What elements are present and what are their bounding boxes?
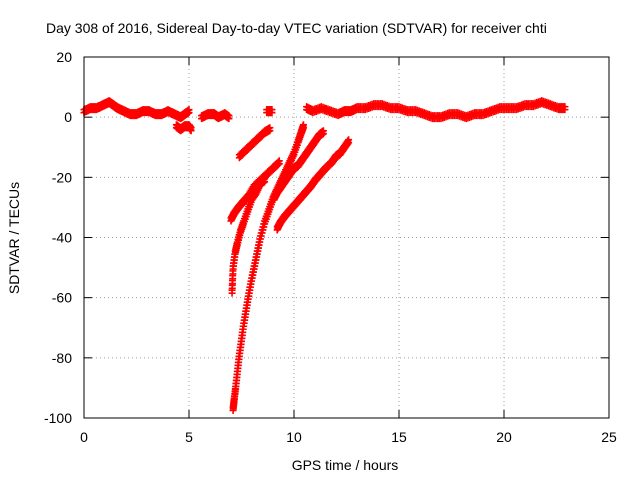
x-axis-label: GPS time / hours — [292, 457, 399, 473]
y-tick-label: 20 — [56, 49, 72, 65]
series-arc-c — [229, 121, 307, 414]
data-point — [345, 139, 353, 147]
series-fragment-8-9h — [263, 106, 276, 117]
data-point — [187, 127, 195, 135]
y-axis-label: SDTVAR / TECUs — [6, 182, 22, 294]
data-point — [561, 106, 569, 114]
y-tick-label: -60 — [52, 290, 72, 306]
series-baseline-early — [80, 97, 193, 123]
series-arc-d — [235, 124, 274, 162]
x-tick-label: 15 — [391, 429, 407, 445]
series-baseline-mid — [198, 109, 233, 123]
data-point — [274, 161, 282, 169]
y-tick-label: 0 — [64, 109, 72, 125]
y-tick-label: -80 — [52, 350, 72, 366]
series-arc-e — [270, 127, 327, 204]
data-points — [80, 97, 569, 414]
data-point — [266, 127, 274, 135]
x-tick-label: 25 — [601, 429, 617, 445]
data-point — [185, 109, 193, 117]
x-tick-label: 20 — [496, 429, 512, 445]
y-tick-label: -40 — [52, 230, 72, 246]
data-point — [275, 160, 283, 168]
x-tick-label: 0 — [80, 429, 88, 445]
data-point — [225, 115, 233, 123]
x-tick-label: 5 — [185, 429, 193, 445]
series-baseline-dip — [172, 121, 195, 135]
data-point — [268, 109, 276, 117]
data-point — [344, 140, 352, 148]
series-baseline-late — [303, 97, 569, 123]
axis-ticks: 0 5 10 15 20 25 -100 -80 -60 -40 -20 0 20 — [44, 49, 617, 445]
series-arc-b — [227, 157, 283, 225]
series-arc-f — [273, 136, 353, 234]
data-point — [319, 130, 327, 138]
x-tick-label: 10 — [286, 429, 302, 445]
y-tick-label: -100 — [44, 410, 72, 426]
gridlines — [84, 57, 609, 418]
data-point — [299, 124, 307, 132]
chart-title: Day 308 of 2016, Sidereal Day-to-day VTE… — [46, 20, 547, 36]
y-tick-label: -20 — [52, 169, 72, 185]
